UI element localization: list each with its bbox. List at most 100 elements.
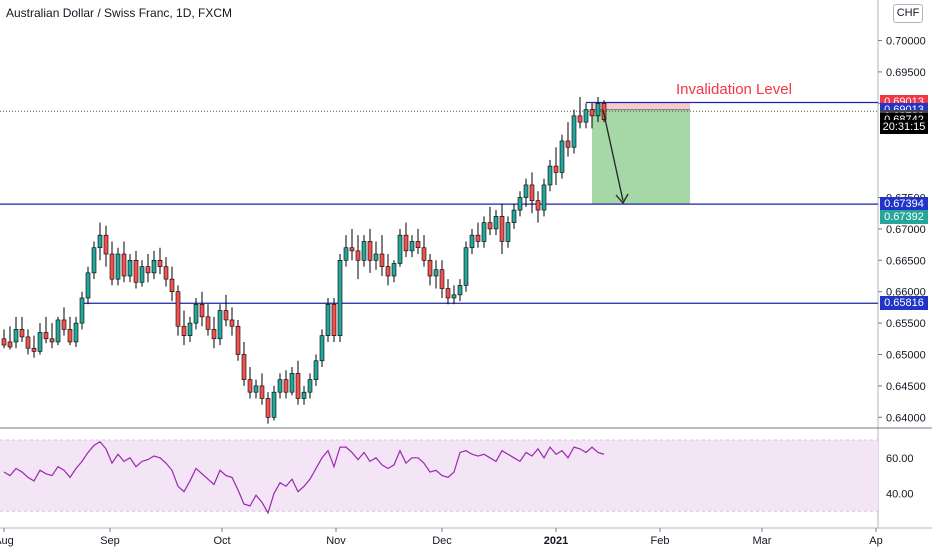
candle (361, 241, 367, 261)
candle (397, 234, 403, 264)
candle (169, 278, 175, 293)
candle (247, 379, 253, 393)
candle (421, 247, 427, 261)
time-tick-label: Mar (753, 535, 772, 547)
candle (349, 247, 355, 252)
candle (79, 297, 85, 324)
candle (565, 140, 571, 148)
candle (493, 216, 499, 230)
candle (469, 234, 475, 249)
candle (127, 259, 133, 277)
candle (283, 379, 289, 393)
candle (91, 247, 97, 274)
candle (157, 259, 163, 267)
time-tick-label: Dec (432, 535, 452, 547)
candle (229, 319, 235, 327)
candle (475, 234, 481, 242)
price-tick-label: 0.67000 (886, 224, 926, 236)
candle (553, 165, 559, 173)
candle (313, 360, 319, 380)
candle (187, 322, 193, 336)
price-tag: 0.65816 (880, 296, 928, 311)
candle (13, 329, 19, 343)
candle (163, 266, 169, 280)
candle (19, 329, 25, 338)
candle (541, 184, 547, 211)
candle (415, 241, 421, 249)
forecast-arrow (602, 109, 624, 201)
candle (37, 332, 43, 352)
candle (343, 247, 349, 261)
candle (31, 347, 37, 352)
time-tick-label: Aug (0, 535, 14, 547)
price-tick-label: 0.65500 (886, 318, 926, 330)
candle (589, 109, 595, 117)
candle (241, 354, 247, 380)
chart-title: Australian Dollar / Swiss Franc, 1D, FXC… (6, 6, 233, 20)
candle (265, 398, 271, 418)
candle (211, 329, 217, 340)
stop-loss-zone (592, 102, 690, 110)
candle (403, 234, 409, 252)
candle (331, 303, 337, 336)
candle (151, 259, 157, 274)
time-tick-label: 2021 (544, 535, 568, 547)
candle (103, 234, 109, 255)
candle (175, 291, 181, 327)
candle (193, 303, 199, 324)
price-tick-label: 0.65000 (886, 350, 926, 362)
candle (235, 325, 241, 355)
candle (121, 253, 127, 277)
candle (367, 241, 373, 261)
candle (217, 310, 223, 340)
candle (463, 247, 469, 286)
candle (43, 332, 49, 340)
candle (439, 269, 445, 289)
candle (319, 335, 325, 362)
candle (325, 303, 331, 336)
rsi-tick-label: 40.00 (886, 488, 914, 500)
price-tick-label: 0.69500 (886, 67, 926, 79)
candle (271, 391, 277, 418)
candle (223, 310, 229, 321)
candle (295, 373, 301, 399)
candle (259, 385, 265, 399)
candle (133, 259, 139, 283)
price-tick-label: 0.66500 (886, 255, 926, 267)
price-tag: 0.67392 (880, 210, 928, 225)
candle (109, 253, 115, 280)
candle (379, 253, 385, 267)
candle (181, 325, 187, 336)
candle (73, 322, 79, 343)
candle (355, 250, 361, 261)
rsi-tick-label: 60.00 (886, 453, 914, 465)
price-tag: 0.67394 (880, 197, 928, 212)
candle (199, 303, 205, 318)
candle (391, 263, 397, 277)
candle (373, 253, 379, 261)
candle (49, 338, 55, 343)
candle (583, 109, 589, 123)
rsi-band (0, 440, 878, 512)
time-tick-label: Nov (326, 535, 346, 547)
invalidation-level-label: Invalidation Level (676, 81, 792, 98)
candle (487, 222, 493, 230)
candle (457, 285, 463, 296)
candle (25, 336, 31, 349)
candle (337, 259, 343, 336)
currency-badge[interactable]: CHF (893, 4, 923, 23)
price-tick-label: 0.64500 (886, 381, 926, 393)
candle (577, 115, 583, 123)
time-tick-label: Oct (213, 535, 230, 547)
take-profit-zone (592, 109, 690, 205)
candle (115, 253, 121, 280)
candle (55, 319, 61, 343)
candle (7, 341, 13, 348)
candle (1, 338, 7, 346)
candle (289, 373, 295, 393)
candle (523, 184, 529, 198)
candle (253, 385, 259, 393)
candle (445, 288, 451, 299)
price-tick-label: 0.64000 (886, 412, 926, 424)
